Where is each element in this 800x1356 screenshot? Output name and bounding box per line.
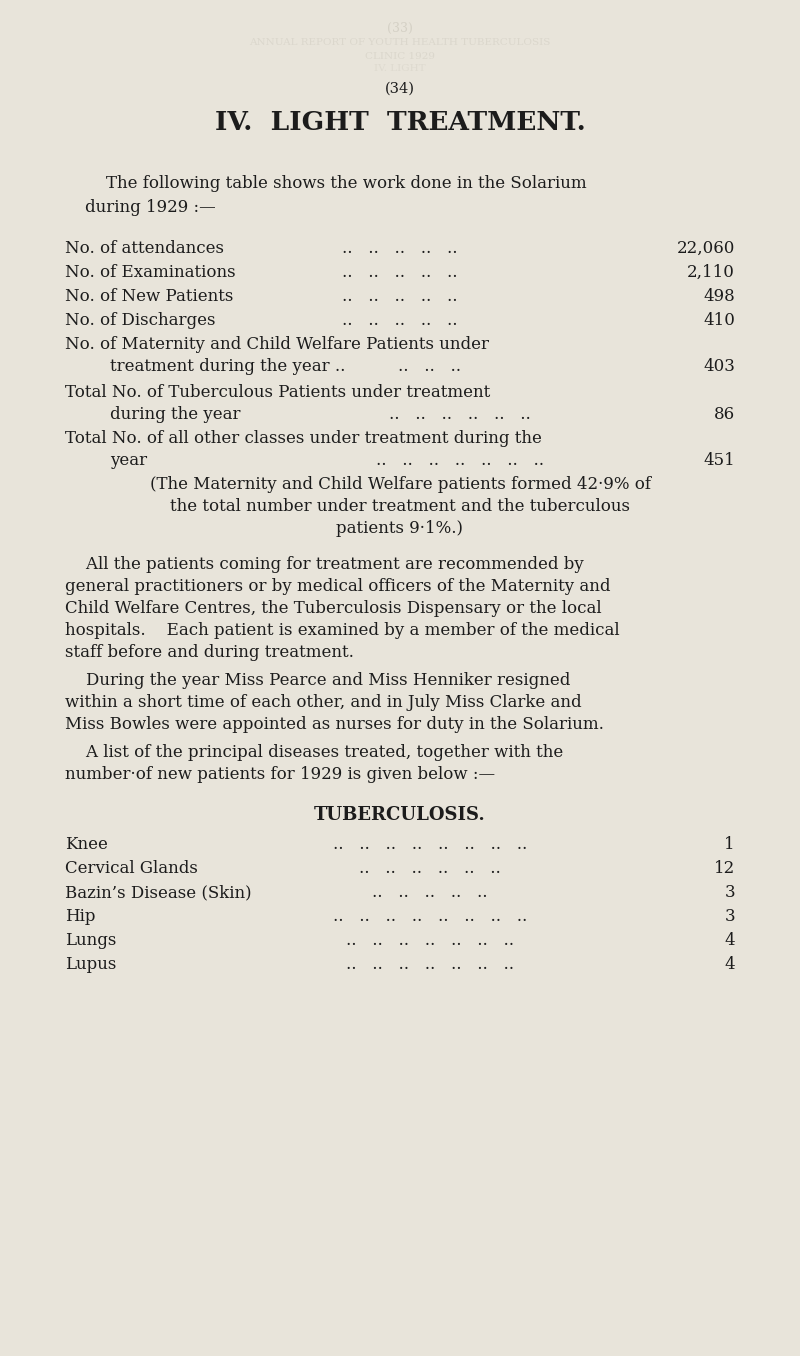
Text: Total No. of all other classes under treatment during the: Total No. of all other classes under tre…: [65, 430, 542, 447]
Text: ..   ..   ..   ..   ..   ..   ..: .. .. .. .. .. .. ..: [346, 956, 514, 974]
Text: Miss Bowles were appointed as nurses for duty in the Solarium.: Miss Bowles were appointed as nurses for…: [65, 716, 604, 734]
Text: 451: 451: [703, 452, 735, 469]
Text: IV.  LIGHT  TREATMENT.: IV. LIGHT TREATMENT.: [214, 110, 586, 136]
Text: 22,060: 22,060: [677, 240, 735, 258]
Text: 12: 12: [714, 860, 735, 877]
Text: 4: 4: [724, 956, 735, 974]
Text: general practitioners or by medical officers of the Maternity and: general practitioners or by medical offi…: [65, 578, 610, 595]
Text: year: year: [110, 452, 147, 469]
Text: IV. LIGHT: IV. LIGHT: [374, 64, 426, 73]
Text: No. of Discharges: No. of Discharges: [65, 312, 215, 330]
Text: ..   ..   ..   ..   ..: .. .. .. .. ..: [342, 287, 458, 305]
Text: All the patients coming for treatment are recommended by: All the patients coming for treatment ar…: [65, 556, 584, 574]
Text: TUBERCULOSIS.: TUBERCULOSIS.: [314, 805, 486, 824]
Text: 410: 410: [703, 312, 735, 330]
Text: 3: 3: [724, 884, 735, 900]
Text: during the year: during the year: [110, 405, 241, 423]
Text: (The Maternity and Child Welfare patients formed 42·9% of: (The Maternity and Child Welfare patient…: [150, 476, 650, 494]
Text: within a short time of each other, and in July Miss Clarke and: within a short time of each other, and i…: [65, 694, 582, 711]
Text: number·of new patients for 1929 is given below :—: number·of new patients for 1929 is given…: [65, 766, 495, 782]
Text: 3: 3: [724, 909, 735, 925]
Text: ..   ..   ..   ..   ..: .. .. .. .. ..: [342, 264, 458, 281]
Text: ..   ..   ..   ..   ..: .. .. .. .. ..: [342, 240, 458, 258]
Text: ..   ..   ..   ..   ..: .. .. .. .. ..: [372, 884, 488, 900]
Text: No. of New Patients: No. of New Patients: [65, 287, 234, 305]
Text: ..   ..   ..   ..   ..   ..   ..: .. .. .. .. .. .. ..: [346, 932, 514, 949]
Text: ..   ..   ..   ..   ..   ..   ..: .. .. .. .. .. .. ..: [376, 452, 544, 469]
Text: 498: 498: [703, 287, 735, 305]
Text: Cervical Glands: Cervical Glands: [65, 860, 198, 877]
Text: Total No. of Tuberculous Patients under treatment: Total No. of Tuberculous Patients under …: [65, 384, 490, 401]
Text: Lupus: Lupus: [65, 956, 116, 974]
Text: No. of Maternity and Child Welfare Patients under: No. of Maternity and Child Welfare Patie…: [65, 336, 489, 353]
Text: ..   ..   ..   ..   ..   ..   ..   ..: .. .. .. .. .. .. .. ..: [333, 909, 527, 925]
Text: 86: 86: [714, 405, 735, 423]
Text: 1: 1: [724, 837, 735, 853]
Text: hospitals.    Each patient is examined by a member of the medical: hospitals. Each patient is examined by a…: [65, 622, 620, 639]
Text: During the year Miss Pearce and Miss Henniker resigned: During the year Miss Pearce and Miss Hen…: [65, 673, 570, 689]
Text: treatment during the year ..: treatment during the year ..: [110, 358, 346, 376]
Text: Lungs: Lungs: [65, 932, 116, 949]
Text: patients 9·1%.): patients 9·1%.): [337, 519, 463, 537]
Text: ..   ..   ..   ..   ..   ..: .. .. .. .. .. ..: [389, 405, 531, 423]
Text: (34): (34): [385, 81, 415, 96]
Text: staff before and during treatment.: staff before and during treatment.: [65, 644, 354, 660]
Text: Bazin’s Disease (Skin): Bazin’s Disease (Skin): [65, 884, 252, 900]
Text: No. of attendances: No. of attendances: [65, 240, 224, 258]
Text: The following table shows the work done in the Solarium
during 1929 :—: The following table shows the work done …: [85, 175, 586, 216]
Text: 2,110: 2,110: [687, 264, 735, 281]
Text: Hip: Hip: [65, 909, 95, 925]
Text: Knee: Knee: [65, 837, 108, 853]
Text: ..   ..   ..   ..   ..: .. .. .. .. ..: [342, 312, 458, 330]
Text: 4: 4: [724, 932, 735, 949]
Text: ..   ..   ..: .. .. ..: [398, 358, 462, 376]
Text: ..   ..   ..   ..   ..   ..   ..   ..: .. .. .. .. .. .. .. ..: [333, 837, 527, 853]
Text: No. of Examinations: No. of Examinations: [65, 264, 236, 281]
Text: CLINIC 1929: CLINIC 1929: [365, 52, 435, 61]
Text: 403: 403: [703, 358, 735, 376]
Text: ..   ..   ..   ..   ..   ..: .. .. .. .. .. ..: [359, 860, 501, 877]
Text: the total number under treatment and the tuberculous: the total number under treatment and the…: [170, 498, 630, 515]
Text: (33): (33): [387, 22, 413, 35]
Text: ANNUAL REPORT OF YOUTH HEALTH TUBERCULOSIS: ANNUAL REPORT OF YOUTH HEALTH TUBERCULOS…: [250, 38, 550, 47]
Text: A list of the principal diseases treated, together with the: A list of the principal diseases treated…: [65, 744, 563, 761]
Text: Child Welfare Centres, the Tuberculosis Dispensary or the local: Child Welfare Centres, the Tuberculosis …: [65, 599, 602, 617]
